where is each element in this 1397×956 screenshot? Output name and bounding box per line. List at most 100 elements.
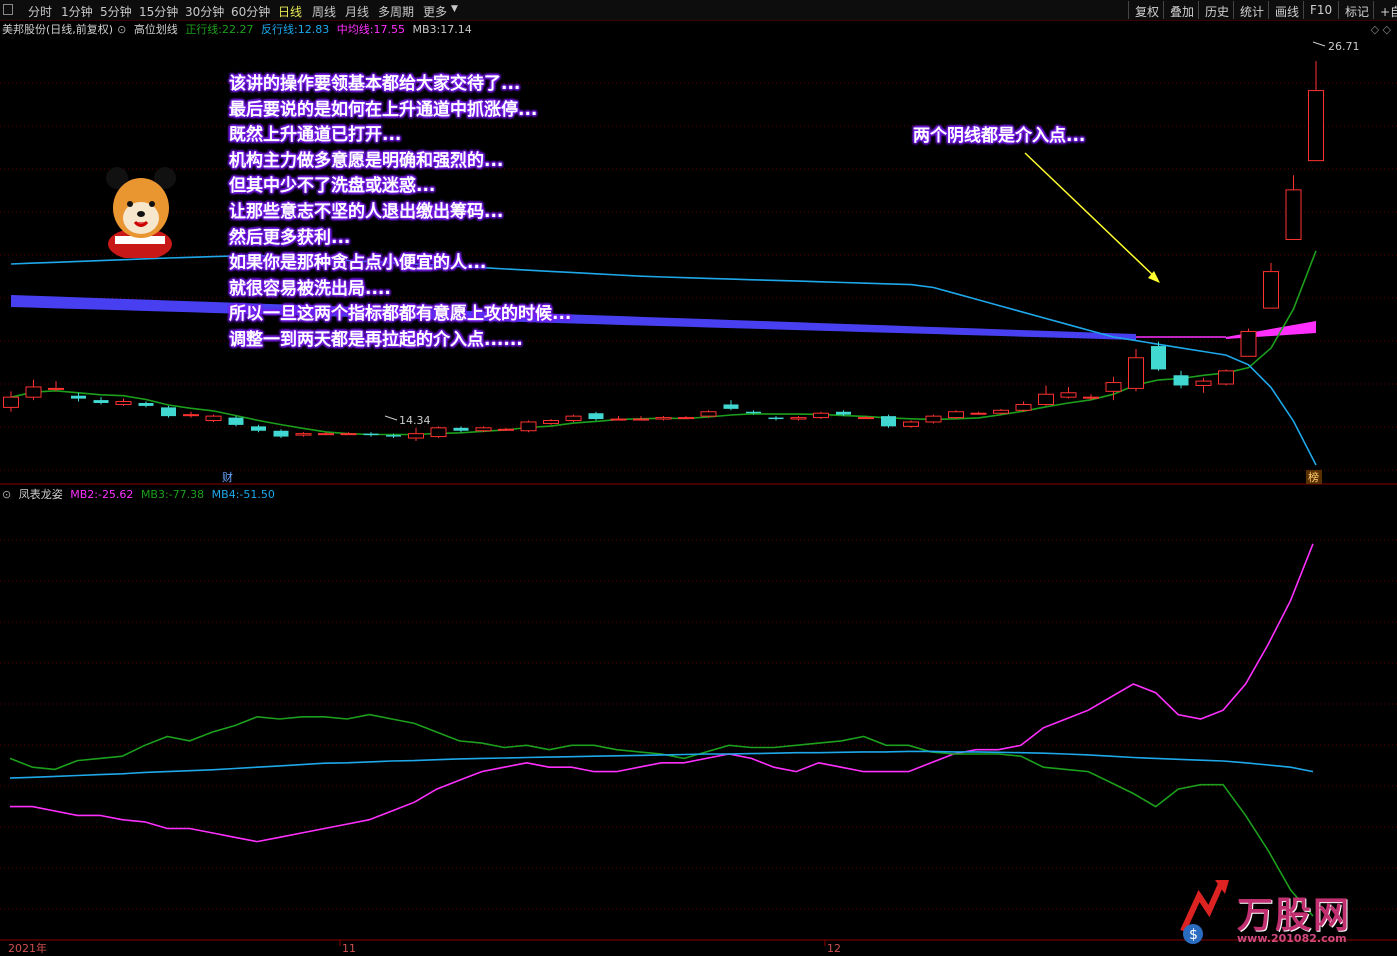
annotation-line: 该讲的操作要领基本都给大家交待了... <box>229 74 521 94</box>
line1-label: 正行线: <box>185 23 223 36</box>
period-tab-daily[interactable]: 日线 <box>278 5 303 19</box>
panel-corner-icons: ◇ ◇ <box>1371 23 1391 36</box>
mark-button[interactable]: 标记 <box>1338 1 1375 19</box>
statistics-button[interactable]: 统计 <box>1233 1 1270 19</box>
line2-value: 12.83 <box>297 23 330 36</box>
candle <box>295 432 312 437</box>
period-tab-1min[interactable]: 1分钟 <box>61 5 93 19</box>
main-indicator-name[interactable]: 高位划线 <box>133 23 178 36</box>
sub-settings-icon[interactable]: ⊙ <box>2 488 12 501</box>
menu-icon[interactable] <box>3 4 13 15</box>
draw-line-button[interactable]: 画线 <box>1268 1 1305 19</box>
line3-label: 中均线: <box>336 23 374 36</box>
candle <box>723 400 739 411</box>
finance-event-mark: 财 <box>222 470 233 484</box>
line1-value: 22.27 <box>222 23 254 36</box>
blue-ma-line <box>10 254 1317 466</box>
f10-button[interactable]: F10 <box>1303 1 1338 19</box>
candle <box>1083 394 1099 401</box>
mb3-value: -77.38 <box>168 488 205 501</box>
watermark-logo: $ 万股网 www.201082.com <box>1175 876 1390 948</box>
low-price-label: 14.34 <box>399 414 431 427</box>
annotation-arrow-head <box>1148 271 1160 283</box>
green-ma-line <box>10 250 1317 436</box>
annotation-line: 如果你是那种贪占点小便宜的人... <box>229 253 487 274</box>
mb3-label: MB3: <box>140 488 169 501</box>
candle <box>1173 370 1189 389</box>
history-button[interactable]: 历史 <box>1198 1 1235 19</box>
candle <box>93 397 109 405</box>
period-tab-monthly[interactable]: 月线 <box>345 5 370 19</box>
panel-close-icon[interactable]: ◇ <box>1382 23 1391 36</box>
price-low-mark: 14.34 <box>384 414 431 427</box>
candle <box>588 411 604 421</box>
logo-icon: $ <box>1180 880 1229 944</box>
panel-expand-icon[interactable]: ◇ <box>1370 23 1380 36</box>
magenta-band-shape <box>1226 321 1316 339</box>
candle <box>228 416 244 427</box>
svg-text:$: $ <box>1189 927 1198 943</box>
annotation-main-text: 该讲的操作要领基本都给大家交待了... 最后要说的是如何在上升通道中抓涨停...… <box>229 72 571 354</box>
candle <box>363 432 379 437</box>
more-dropdown-icon[interactable]: ▼ <box>451 4 458 14</box>
sub-indicator-name[interactable]: 凤表龙姿 <box>18 488 63 501</box>
period-tab-intraday[interactable]: 分时 <box>28 5 53 19</box>
candle <box>205 414 222 422</box>
candle <box>610 416 627 421</box>
line4-label: MB3: <box>412 23 441 36</box>
period-toolbar: 分时 1分钟 5分钟 15分钟 30分钟 60分钟 日线 周线 月线 多周期 更… <box>0 0 1397 21</box>
x-tick-year: 2021年 <box>8 941 47 955</box>
period-tab-5min[interactable]: 5分钟 <box>100 5 132 19</box>
main-indicator-lines <box>10 250 1317 466</box>
period-tab-weekly[interactable]: 周线 <box>312 5 337 19</box>
candle <box>1151 341 1166 371</box>
candle <box>543 419 559 425</box>
candle <box>948 410 964 420</box>
candle <box>678 416 694 420</box>
annotation-line: 最后要说的是如何在上升通道中抓涨停... <box>229 99 538 120</box>
candle <box>475 426 492 433</box>
candle <box>115 398 132 406</box>
candle <box>453 426 469 433</box>
restore-rights-button[interactable]: 复权 <box>1128 1 1165 19</box>
annotation-line: 让那些意志不坚的人退出缴出筹码... <box>229 201 504 222</box>
price-high-mark: 26.71 <box>1312 40 1360 53</box>
candle <box>498 427 514 431</box>
period-tab-15min[interactable]: 15分钟 <box>139 5 179 19</box>
candle <box>925 414 942 424</box>
high-price-label: 26.71 <box>1328 40 1360 53</box>
candle <box>746 410 761 415</box>
mb3-line <box>9 713 1314 917</box>
candle <box>1128 348 1144 392</box>
candle <box>565 414 582 422</box>
overlay-button[interactable]: 叠加 <box>1163 1 1200 19</box>
period-tab-60min[interactable]: 60分钟 <box>231 5 271 19</box>
candle <box>813 411 829 420</box>
annotation-line: 调整一到两天都是再拉起的介入点...... <box>229 329 523 350</box>
purple-band-shape <box>11 295 1136 340</box>
indicator-settings-icon[interactable]: ⊙ <box>117 23 127 36</box>
line4-value: 17.14 <box>440 23 472 36</box>
candle <box>970 411 987 415</box>
candle <box>1285 175 1302 240</box>
x-tick-dec: 12 <box>827 942 841 955</box>
annotation-line: 所以一旦这两个指标都都有意愿上攻的时候... <box>229 304 572 325</box>
mb2-line <box>10 543 1314 843</box>
period-tab-more[interactable]: 更多 <box>423 5 448 19</box>
x-tick-nov: 11 <box>342 942 356 955</box>
add-watchlist-button[interactable]: +自选 <box>1373 1 1397 19</box>
candle <box>161 405 176 418</box>
sub-indicator-info: ⊙ 凤表龙姿 MB2:-25.62 MB3:-77.38 MB4:-51.50 <box>0 486 279 502</box>
candle <box>903 420 919 428</box>
candle <box>1263 262 1279 309</box>
mb4-value: -51.50 <box>239 488 275 501</box>
period-tab-30min[interactable]: 30分钟 <box>185 5 225 19</box>
candle <box>520 420 537 433</box>
period-tab-multi[interactable]: 多周期 <box>378 5 415 19</box>
mb2-value: -25.62 <box>97 488 134 501</box>
sub-indicator-lines <box>9 543 1314 917</box>
candle <box>183 411 199 418</box>
annotation-line: 机构主力做多意愿是明确和强烈的... <box>229 150 504 171</box>
candle <box>633 416 649 421</box>
